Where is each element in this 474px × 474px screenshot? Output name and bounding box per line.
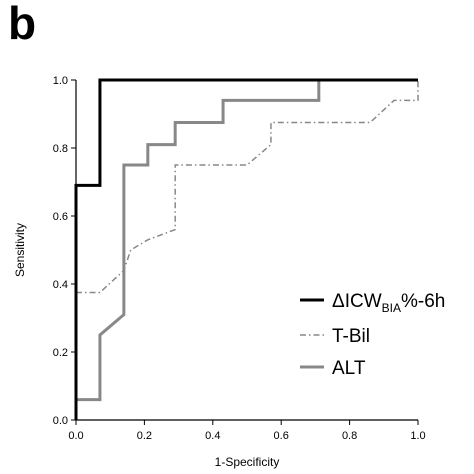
y-tick-label: 1.0 (53, 75, 68, 87)
y-tick-label: 0.8 (53, 143, 68, 155)
series-lines (74, 78, 419, 420)
y-tick-label: 0.6 (53, 211, 68, 223)
panel-label: b (8, 0, 37, 49)
x-tick-label: 0.0 (68, 430, 83, 442)
series-line-3 (74, 78, 418, 420)
x-tick-label: 0.4 (205, 430, 220, 442)
x-tick-label: 0.2 (137, 430, 152, 442)
y-tick-label: 0.4 (53, 279, 68, 291)
x-tick-label: 0.6 (274, 430, 289, 442)
y-axis-title: Sensitivity (13, 223, 27, 277)
series-line-2 (76, 80, 419, 294)
y-tick-label: 0.2 (53, 347, 68, 359)
x-axis-title: 1-Specificity (215, 455, 280, 469)
y-tick-label: 0.0 (53, 415, 68, 427)
x-tick-label: 1.0 (410, 430, 425, 442)
legend-label-s1: ΔICWBIA%-6h (332, 291, 445, 315)
x-tick-label: 0.8 (342, 430, 357, 442)
series-line-1 (74, 78, 418, 420)
legend-label-s3: ALT (332, 358, 366, 379)
legend: ΔICWBIA%-6h T-Bil ALT (300, 291, 445, 379)
legend-label-s2: T-Bil (332, 326, 370, 347)
